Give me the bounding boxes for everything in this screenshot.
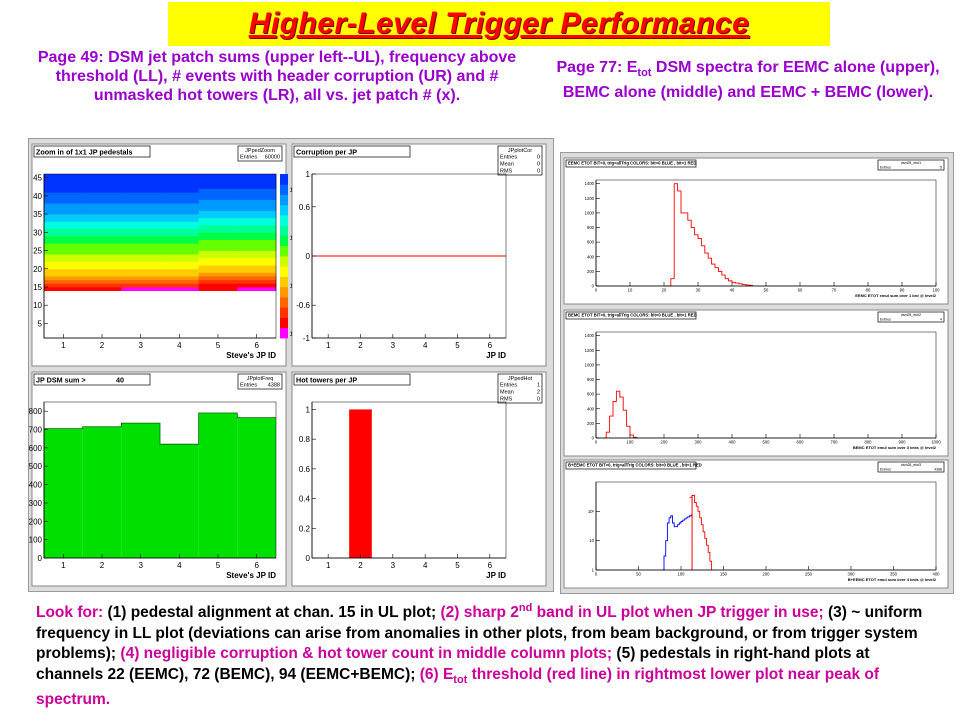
look-for-segment: (3) ~ uniform frequency in LL plot (devi… [36,604,923,663]
look-for-segment: threshold (red line) in rightmost lower … [36,665,879,709]
slide-title-box: Higher-Level Trigger Performance [168,2,830,46]
left-caption: Page 49: DSM jet patch sums (upper left-… [37,49,517,104]
left-histogram-panel [28,138,554,592]
slide-title: Higher-Level Trigger Performance [248,7,750,40]
look-for-segment: (1) pedestal alignment at chan. 15 in UL… [107,604,441,622]
look-for-segment: (6) E [419,665,454,683]
look-for-segment: (5) pedestals in right-hand plots at cha… [36,645,870,683]
right-caption-a: Page 77: E [556,59,638,76]
look-for-segment: tot [453,673,468,686]
look-for-notes: Look for: (1) pedestal alignment at chan… [36,598,936,711]
right-caption-b: DSM spectra for EEMC alone (upper), BEMC… [562,59,940,102]
look-for-segment: band in UL plot when JP trigger in use; [532,604,829,622]
right-caption: Page 77: Etot DSM spectra for EEMC alone… [548,58,948,102]
look-for-segment: nd [518,602,533,614]
look-for-segment: (4) negligible corruption & hot tower co… [120,645,617,663]
look-for-segment: (2) sharp 2 [440,604,519,622]
right-caption-sub: tot [637,67,652,80]
right-histogram-panel [560,152,954,594]
look-for-segment: Look for: [36,604,108,622]
